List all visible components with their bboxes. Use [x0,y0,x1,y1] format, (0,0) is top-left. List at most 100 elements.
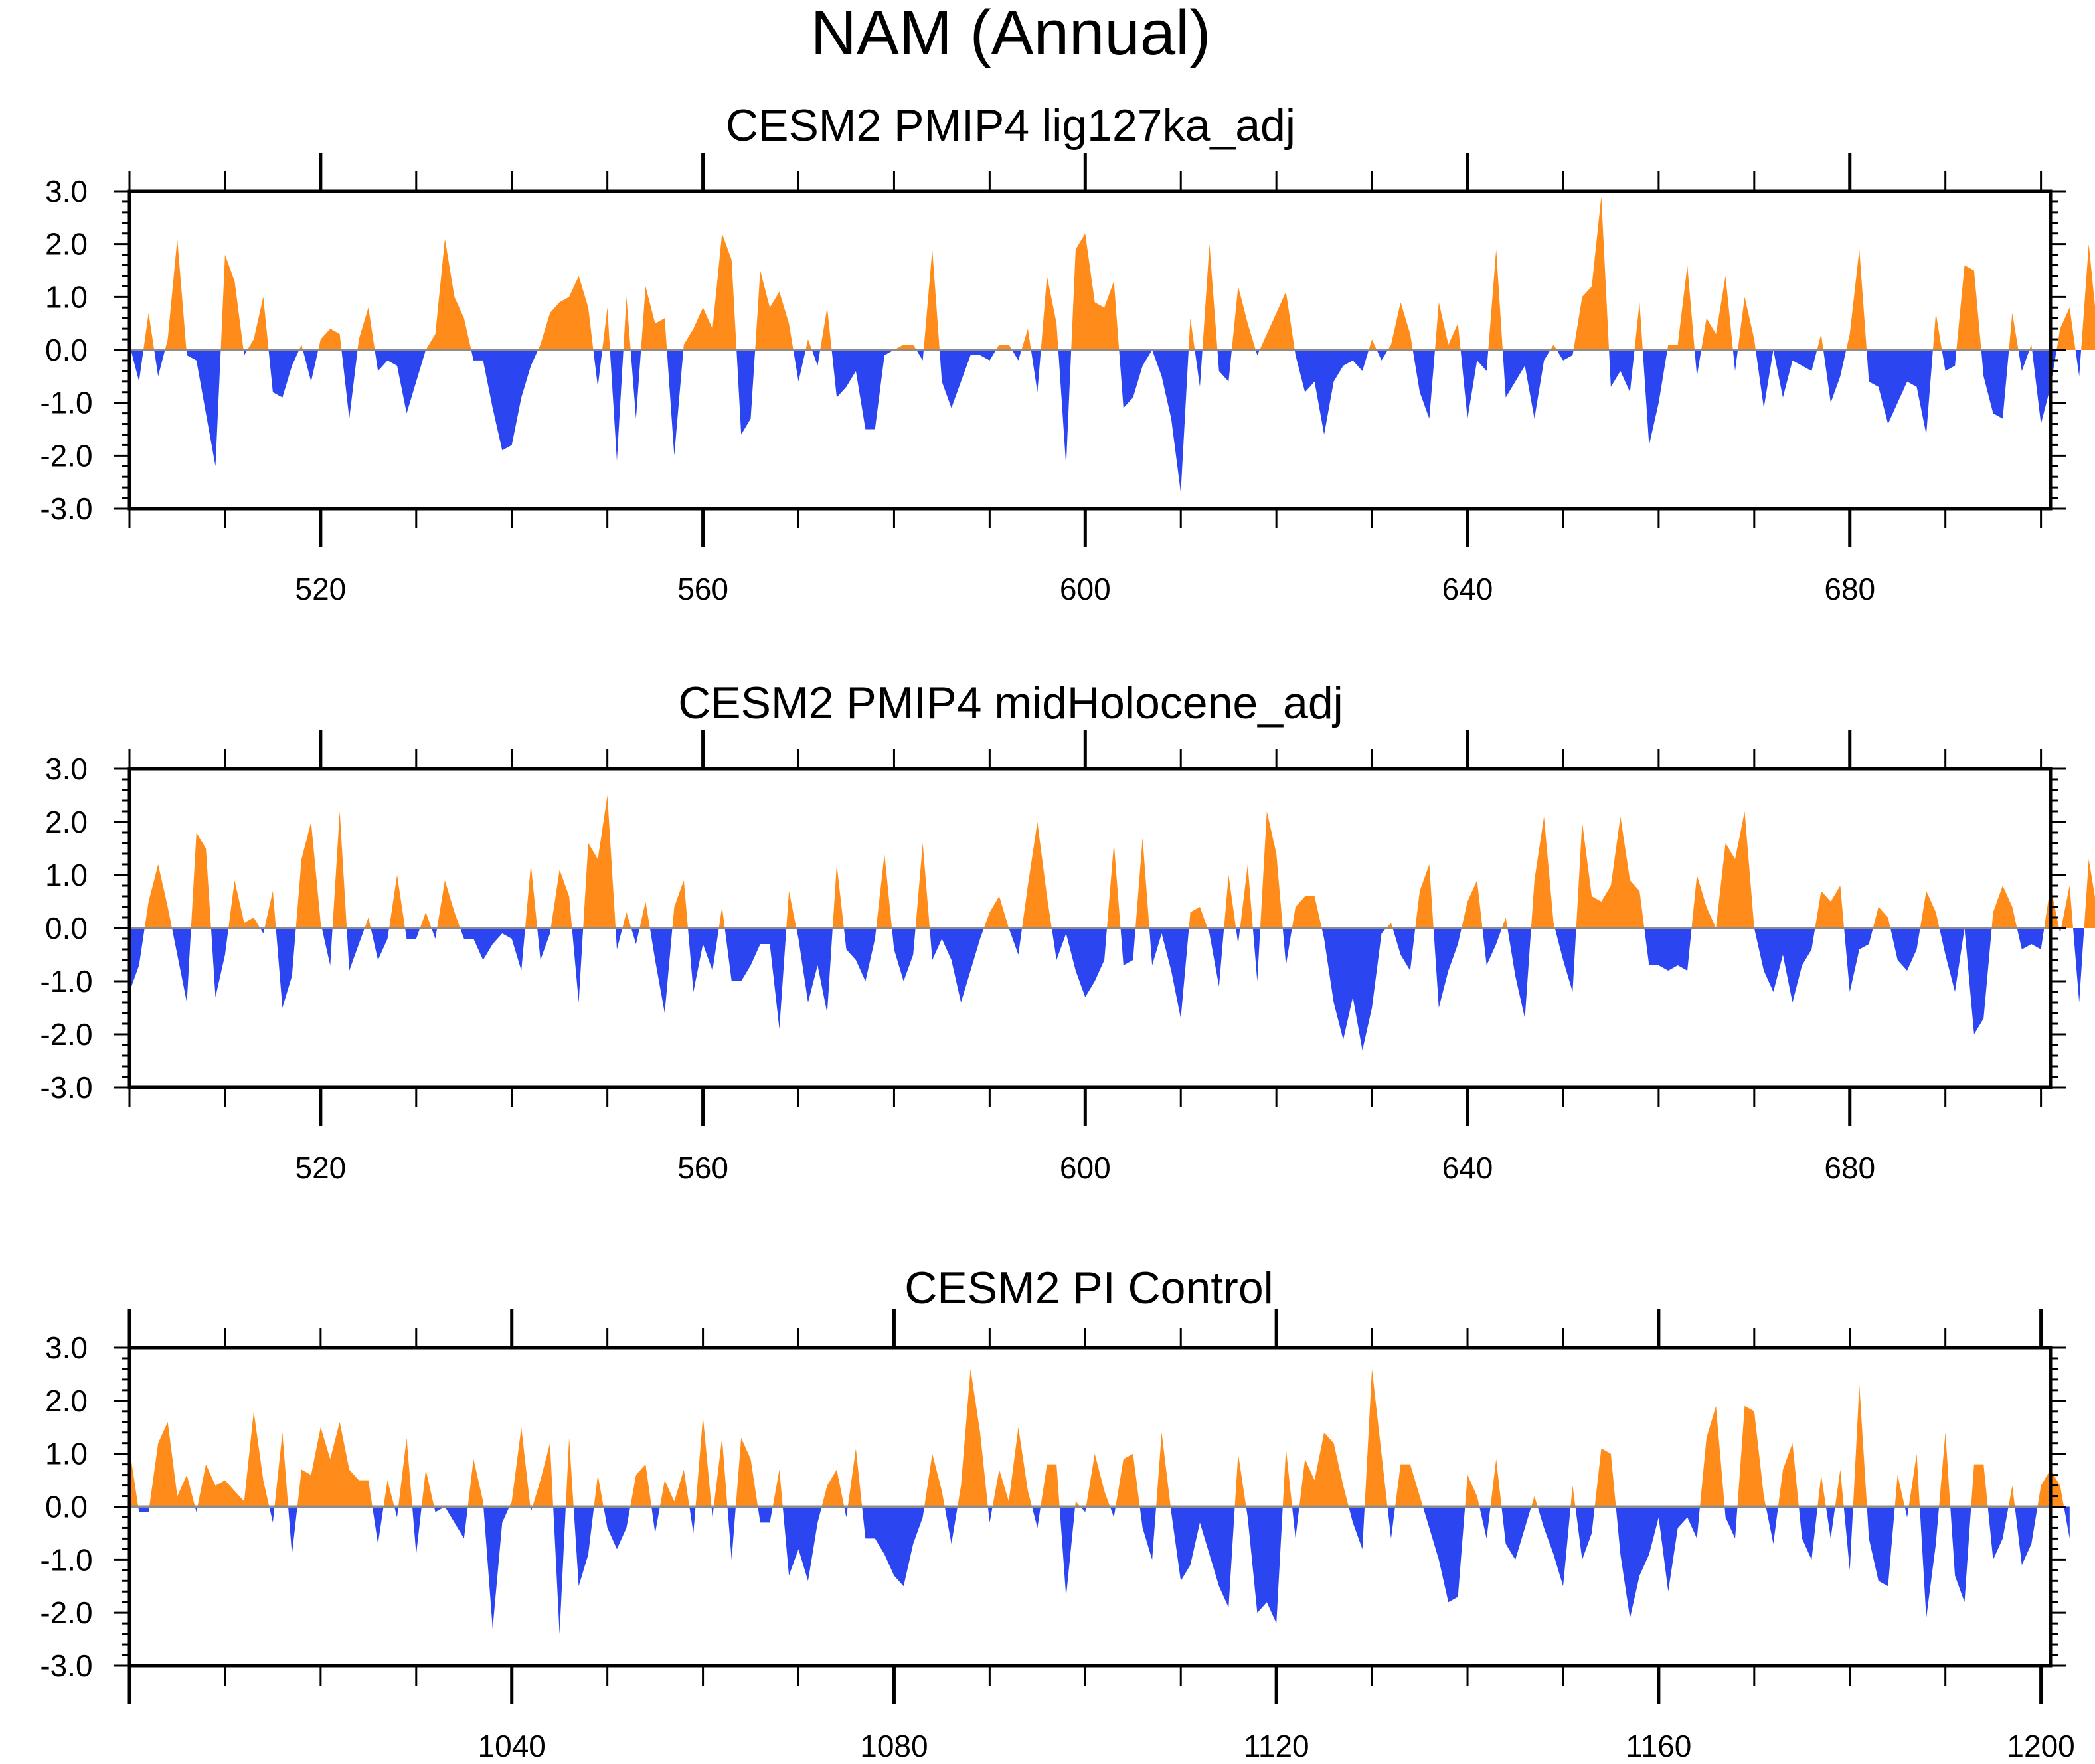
positive-area [1576,817,1645,928]
positive-area [144,864,172,928]
positive-area [1488,249,1503,350]
x-tick-label: 640 [1442,572,1493,606]
negative-area [651,1506,660,1534]
negative-area [1387,1506,1395,1539]
negative-area [1904,1506,1909,1518]
positive-area [274,1432,288,1507]
positive-area [426,238,471,350]
positive-area [318,329,342,350]
negative-area [1110,1506,1116,1518]
negative-area [1556,350,1574,361]
negative-area [1843,1506,1853,1571]
positive-area [1156,1432,1171,1507]
positive-area [1501,918,1508,928]
negative-area [1149,928,1189,1018]
negative-area [930,928,984,1002]
positive-area [1135,838,1149,928]
positive-area [509,1427,531,1507]
negative-area [372,1506,384,1544]
negative-area [1537,1506,1571,1587]
negative-area [2017,928,2045,949]
x-tick-label: 520 [295,1151,346,1185]
negative-area [1294,350,1369,435]
positive-area [1835,1469,1844,1507]
positive-area [264,891,276,928]
positive-area [2008,1485,2015,1507]
positive-area [958,1368,988,1507]
negative-area [553,1506,566,1635]
y-tick-label: 3.0 [45,1330,88,1365]
negative-area [1825,1506,1835,1539]
positive-area [1435,302,1461,350]
negative-area [1554,928,1576,992]
negative-area [1236,928,1240,944]
panel-title: CESM2 PMIP4 midHolocene_adj [678,678,1343,728]
x-tick-label: 680 [1824,1151,1875,1185]
negative-area [1575,1506,1595,1560]
positive-area [1894,1475,1905,1507]
negative-area [1282,928,1292,965]
negative-area [347,928,365,971]
negative-area [1754,928,1815,1002]
negative-area [940,350,996,408]
negative-area [1195,350,1203,387]
negative-area [129,928,145,992]
positive-area [1737,1405,1766,1507]
positive-area [1395,1464,1423,1507]
positive-area [1531,1496,1538,1507]
negative-area [1732,350,1738,371]
negative-area [341,350,358,419]
y-tick-label: 3.0 [45,752,88,786]
positive-area [2056,307,2076,350]
negative-area [572,928,584,1002]
positive-area [532,1443,554,1507]
negative-area [1844,928,1873,992]
positive-area [2009,313,2019,350]
negative-area [1377,350,1388,361]
positive-area [1594,1448,1616,1507]
negative-area [405,928,420,939]
negative-area [2064,1506,2070,1539]
negative-area [667,350,684,456]
negative-area [1292,1506,1299,1539]
negative-area [1501,1506,1531,1560]
negative-area [862,1506,924,1587]
positive-area [1107,843,1121,928]
positive-area [1908,1453,1920,1507]
positive-area [383,1480,394,1507]
negative-area [1246,1506,1283,1624]
positive-area [149,1421,195,1507]
negative-area [1321,928,1386,1050]
positive-area [695,1416,712,1507]
x-tick-label: 1120 [1244,1729,1309,1763]
positive-area [786,891,797,928]
negative-area [303,350,319,382]
negative-area [1890,928,1920,971]
positive-area [129,1448,139,1507]
negative-area [1422,1506,1466,1603]
positive-area [983,896,1009,928]
y-tick-label: 1.0 [45,1437,88,1471]
negative-area [610,350,624,461]
positive-area [736,1437,758,1507]
negative-area [1867,1506,1895,1587]
y-tick-label: -2.0 [40,438,92,473]
negative-area [445,1506,468,1539]
positive-area [389,875,405,928]
positive-area [1873,907,1890,928]
positive-area [1369,339,1377,350]
negative-area [831,350,894,430]
negative-area [603,1506,631,1550]
positive-area [1292,896,1322,928]
negative-area [1950,1506,1971,1603]
y-tick-label: 3.0 [45,174,88,208]
negative-area [1766,1506,1778,1544]
positive-area [1700,1405,1725,1507]
positive-area [1846,249,1867,350]
positive-area [1388,302,1413,350]
positive-area [1738,297,1756,350]
positive-area [1116,1453,1140,1507]
negative-area [616,928,623,949]
positive-area [247,297,269,350]
positive-area [297,1421,373,1507]
